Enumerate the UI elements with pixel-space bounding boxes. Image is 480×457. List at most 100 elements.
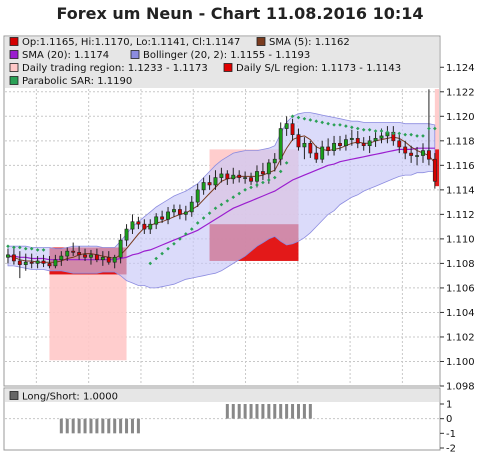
sar-point <box>409 132 413 137</box>
candle-body <box>343 139 348 147</box>
candle-body <box>166 211 170 220</box>
candle-body <box>154 216 159 225</box>
sar-point <box>296 115 301 120</box>
long-bar <box>296 404 300 419</box>
long-bar <box>249 404 253 419</box>
short-bar <box>125 418 129 434</box>
sl-region <box>434 149 439 187</box>
candle-body <box>278 128 283 160</box>
short-bar <box>101 418 105 434</box>
sub-y-tick-label: 1 <box>446 400 452 411</box>
sar-point <box>403 132 408 137</box>
long-bar <box>285 404 289 419</box>
candle-body <box>124 228 129 241</box>
candle-body <box>195 189 200 203</box>
candle-body <box>272 158 277 164</box>
candle-body <box>361 142 366 147</box>
sar-point <box>367 127 372 132</box>
candle-body <box>47 263 52 267</box>
candle-body <box>308 142 313 154</box>
candle-body <box>225 173 230 180</box>
candle-body <box>177 209 182 215</box>
candle-body <box>189 201 194 213</box>
legend: Op:1.1165, Hi:1.1170, Lo:1.1141, Cl:1.11… <box>9 37 401 87</box>
sar-point <box>178 237 182 241</box>
short-bar <box>113 418 117 434</box>
candle-body <box>326 146 331 151</box>
candle-body <box>17 260 22 265</box>
sar-point <box>350 125 354 130</box>
sar-point <box>225 199 230 203</box>
candle-body <box>266 162 271 175</box>
sar-point <box>361 127 366 132</box>
sub-y-tick-label: -1 <box>446 429 456 440</box>
legend-label: SMA (5): 1.1162 <box>269 37 350 48</box>
candle-body <box>201 182 206 191</box>
candle-body <box>432 158 437 182</box>
candle-body <box>71 250 76 253</box>
long-bar <box>225 404 229 419</box>
sar-point <box>278 169 283 174</box>
sar-point <box>267 178 271 182</box>
sub-legend-box <box>5 389 439 402</box>
candle-body <box>296 134 301 148</box>
candle-body <box>415 155 419 157</box>
sar-point <box>355 126 360 131</box>
y-tick-label: 1.112 <box>446 210 475 221</box>
candle-body <box>237 174 242 178</box>
long-bar <box>267 404 271 419</box>
y-tick-label: 1.098 <box>446 382 475 393</box>
long-bar <box>255 404 259 419</box>
candle-body <box>130 221 135 230</box>
y-tick-label: 1.102 <box>446 332 475 343</box>
sar-point <box>18 245 22 250</box>
sar-point <box>373 129 378 133</box>
candle-body <box>136 221 141 225</box>
candle-body <box>35 260 40 264</box>
candle-body <box>290 123 295 135</box>
sar-point <box>421 134 425 138</box>
y-tick-label: 1.124 <box>446 63 475 74</box>
sar-point <box>261 180 265 185</box>
candle-body <box>373 138 378 142</box>
short-bar <box>95 418 99 434</box>
sar-point <box>302 116 307 121</box>
short-bar <box>136 418 140 434</box>
y-tick-label: 1.104 <box>446 308 475 319</box>
y-tick-label: 1.110 <box>446 234 475 245</box>
y-tick-label: 1.118 <box>446 136 475 147</box>
short-bar <box>130 418 134 434</box>
short-bar <box>77 418 81 434</box>
candle-body <box>11 254 16 262</box>
y-tick-label: 1.116 <box>446 161 475 172</box>
sar-point <box>255 183 259 187</box>
short-bar <box>107 418 111 434</box>
sub-y-tick-label: 0 <box>446 414 452 425</box>
long-bar <box>243 404 247 419</box>
candle-body <box>243 177 248 179</box>
candle-body <box>219 173 224 178</box>
candle-body <box>53 259 58 267</box>
sar-point <box>433 126 437 131</box>
long-short-panel: Long/Short: 1.0000 -2 -1 0 1 <box>3 387 456 455</box>
sar-point <box>379 129 384 133</box>
sar-point <box>385 130 390 135</box>
sar-layer <box>6 114 437 266</box>
candle-body <box>41 260 46 264</box>
long-bar <box>302 404 306 419</box>
sar-point <box>308 118 313 122</box>
candles-layer <box>6 89 437 279</box>
sar-point <box>29 246 34 251</box>
legend-swatch <box>9 37 19 46</box>
y-tick-label: 1.122 <box>446 87 475 98</box>
candle-body <box>403 146 408 154</box>
legend-swatch <box>223 63 233 72</box>
legend-swatch <box>9 63 19 72</box>
sub-y-tick-label: -2 <box>446 444 456 455</box>
candle-body <box>83 254 87 258</box>
long-bar <box>279 404 283 419</box>
candle-body <box>6 254 10 258</box>
candle-body <box>314 152 319 160</box>
sar-point <box>326 121 330 126</box>
sar-point <box>249 185 253 190</box>
